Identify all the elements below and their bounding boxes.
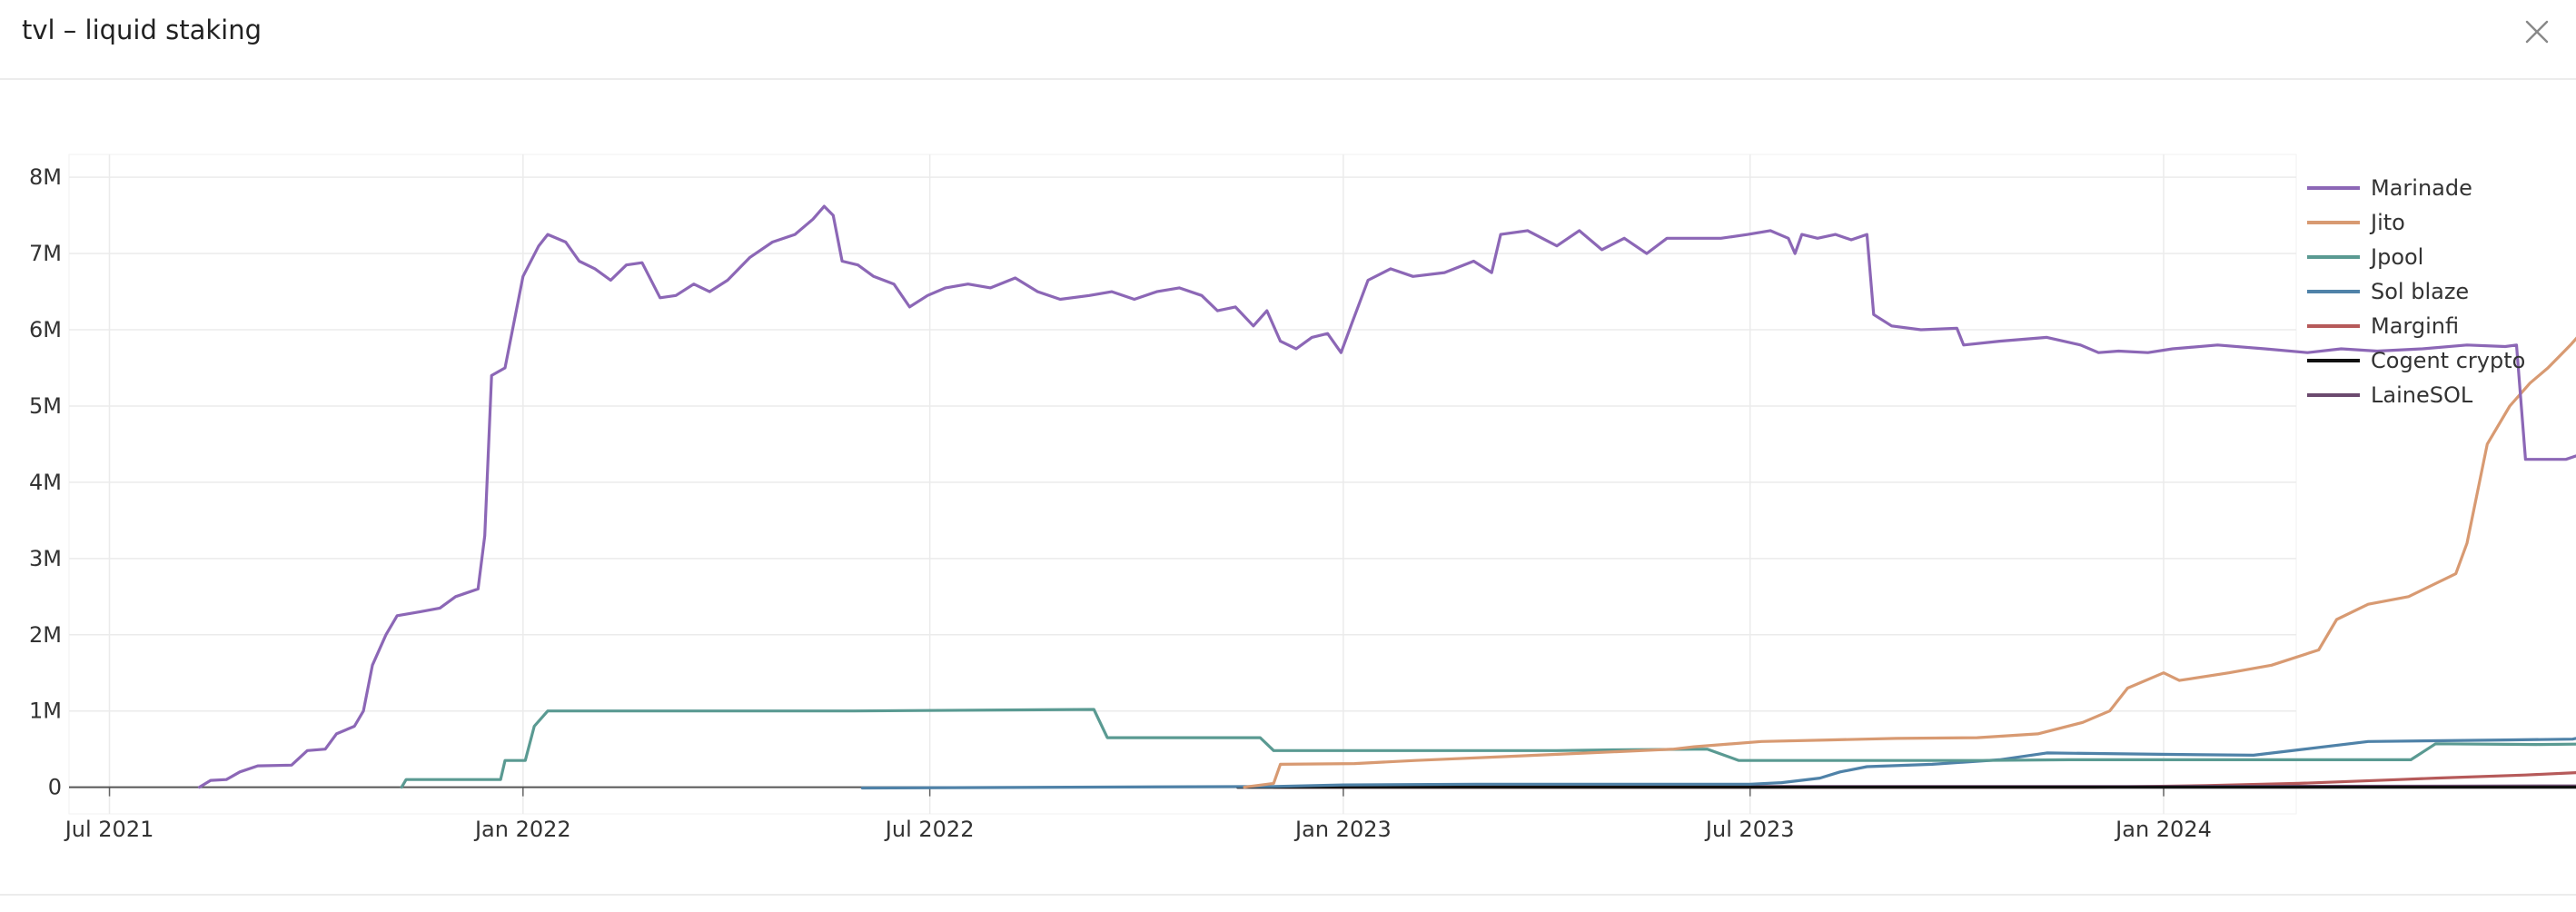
modal-header: tvl – liquid staking xyxy=(0,0,2576,80)
x-tick-label: Jan 2023 xyxy=(1293,817,1392,842)
y-tick-label: 0 xyxy=(48,775,62,800)
legend-item-lainesol: LaineSOL xyxy=(2371,382,2473,408)
x-tick-label: Jul 2023 xyxy=(1704,817,1795,842)
legend-item-marinade: Marinade xyxy=(2371,175,2472,201)
series-line-jpool xyxy=(400,708,2576,789)
x-tick-label: Jan 2022 xyxy=(473,817,571,842)
modal-footer-divider xyxy=(0,894,2576,896)
legend-item-marginfi: Marginfi xyxy=(2371,313,2459,339)
y-tick-label: 1M xyxy=(29,699,62,724)
y-tick-label: 5M xyxy=(29,393,62,419)
legend-item-cogent-crypto: Cogent crypto xyxy=(2371,348,2525,373)
x-tick-label: Jul 2022 xyxy=(884,817,975,842)
y-tick-label: 8M xyxy=(29,164,62,190)
series-line-sol-blaze xyxy=(860,737,2576,790)
y-tick-label: 3M xyxy=(29,546,62,571)
series-line-jito xyxy=(1243,336,2576,789)
legend-item-jpool: Jpool xyxy=(2369,244,2423,270)
series-line-marinade xyxy=(197,204,2576,789)
close-icon[interactable] xyxy=(2523,18,2551,45)
y-tick-label: 2M xyxy=(29,622,62,648)
x-tick-label: Jul 2021 xyxy=(64,817,154,842)
plot-area xyxy=(68,154,2297,815)
legend-item-sol-blaze: Sol blaze xyxy=(2371,279,2469,304)
y-tick-label: 4M xyxy=(29,470,62,495)
y-tick-label: 7M xyxy=(29,241,62,266)
legend-item-jito: Jito xyxy=(2369,210,2405,235)
chart-title: tvl – liquid staking xyxy=(22,15,263,45)
x-tick-label: Jan 2024 xyxy=(2114,817,2212,842)
y-tick-label: 6M xyxy=(29,317,62,342)
